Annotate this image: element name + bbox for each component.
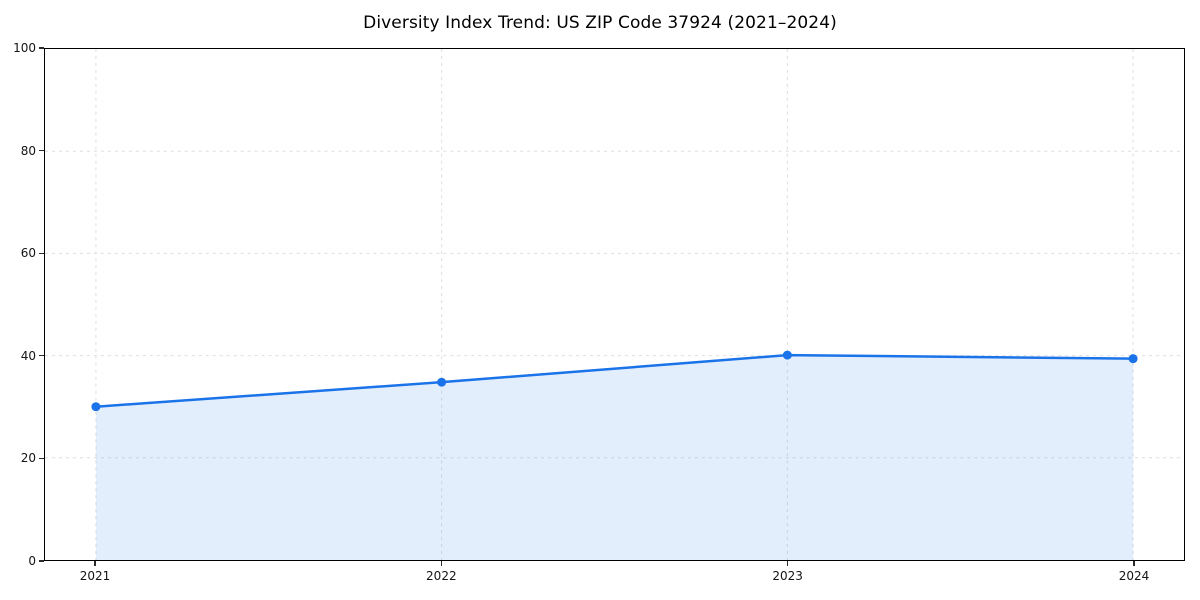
data-point-marker — [782, 350, 792, 360]
y-tick-label: 100 — [13, 41, 36, 55]
y-tick-label: 20 — [20, 451, 36, 466]
x-tick-mark — [1133, 561, 1135, 566]
line-area-chart — [45, 49, 1184, 560]
y-tick-mark — [39, 47, 44, 49]
x-tick-mark — [786, 561, 789, 566]
y-tick-mark — [39, 457, 44, 460]
y-tick-label: 60 — [20, 246, 36, 261]
x-tick-label: 2023 — [772, 569, 803, 583]
x-tick-label: 2022 — [426, 569, 457, 583]
data-point-marker — [437, 377, 447, 387]
data-point-marker — [91, 402, 101, 412]
y-tick-mark — [39, 149, 44, 152]
data-point-marker — [1128, 354, 1138, 364]
y-tick-mark — [39, 252, 44, 254]
area-fill — [95, 355, 1134, 560]
x-tick-mark — [94, 561, 96, 566]
y-tick-mark — [39, 355, 44, 357]
y-tick-mark — [39, 560, 44, 562]
x-tick-label: 2021 — [79, 569, 111, 583]
series-line — [94, 353, 1135, 408]
x-tick-label: 2024 — [1118, 569, 1150, 583]
y-tick-label: 80 — [20, 143, 36, 158]
y-tick-label: 40 — [20, 348, 36, 363]
y-tick-label: 0 — [28, 554, 36, 568]
chart-title: Diversity Index Trend: US ZIP Code 37924… — [363, 13, 837, 33]
plot-area — [44, 48, 1185, 561]
x-tick-mark — [440, 561, 443, 566]
